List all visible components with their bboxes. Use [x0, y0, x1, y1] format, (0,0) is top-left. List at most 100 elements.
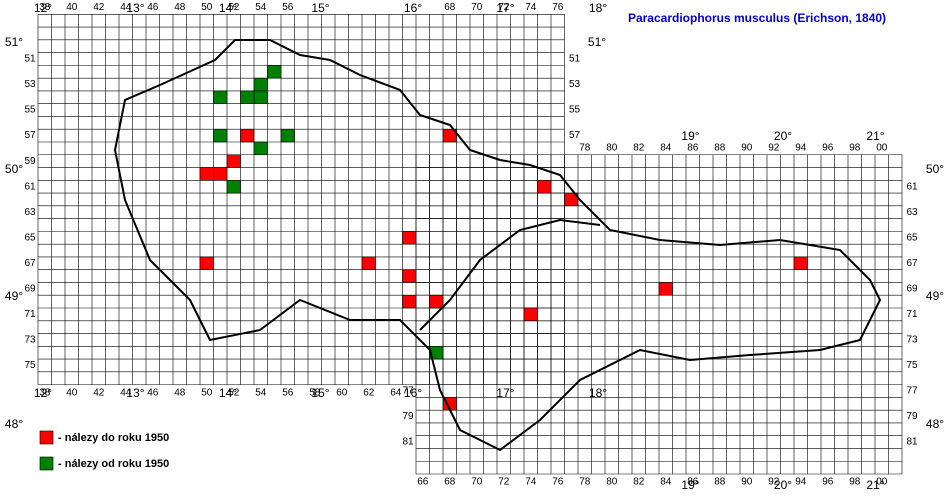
- longitude-label: 19°: [681, 478, 699, 492]
- latitude-label: 50°: [926, 162, 944, 176]
- records: [199, 65, 808, 411]
- row-label: 81: [906, 437, 918, 448]
- record: [199, 256, 214, 270]
- column-label: 46: [147, 2, 159, 13]
- record: [226, 180, 241, 194]
- column-label: 48: [174, 387, 186, 398]
- column-label: 96: [822, 477, 834, 488]
- row-label: 71: [906, 309, 918, 320]
- column-label: 92: [768, 142, 780, 153]
- column-label: 40: [66, 387, 78, 398]
- column-label: 86: [687, 142, 699, 153]
- row-label: 61: [906, 181, 918, 192]
- column-label: 44: [120, 387, 132, 398]
- column-label: 88: [714, 477, 726, 488]
- column-label: 84: [660, 477, 672, 488]
- row-label: 77: [906, 386, 918, 397]
- row-label: 69: [906, 283, 918, 294]
- row-label: 59: [24, 156, 36, 167]
- row-label: 71: [24, 309, 36, 320]
- longitude-label: 12°: [34, 1, 52, 15]
- column-label: 38: [39, 2, 51, 13]
- longitude-label: 18°: [589, 1, 607, 15]
- record: [658, 282, 673, 296]
- row-label: 57: [24, 130, 36, 141]
- record: [402, 269, 417, 283]
- column-label: 96: [822, 142, 834, 153]
- legend-swatch: [39, 430, 54, 445]
- column-label: 76: [552, 2, 564, 13]
- column-label: 40: [66, 2, 78, 13]
- row-label: 55: [24, 105, 36, 116]
- column-label: 80: [606, 142, 618, 153]
- row-label: 55: [569, 105, 581, 116]
- column-label: 68: [444, 477, 456, 488]
- column-label: 52: [228, 387, 240, 398]
- record: [213, 128, 228, 143]
- record: [429, 294, 444, 309]
- record: [213, 90, 228, 104]
- row-label: 57: [569, 130, 581, 141]
- column-label: 46: [147, 387, 159, 398]
- record: [564, 192, 579, 207]
- state-border: [419, 218, 601, 331]
- legend-label: - nálezy do roku 1950: [58, 432, 169, 444]
- row-label: 73: [906, 335, 918, 346]
- row-label: 65: [906, 232, 918, 243]
- latitude-label: 51°: [5, 35, 23, 49]
- column-label: 00: [876, 142, 888, 153]
- column-label: 48: [174, 2, 186, 13]
- column-label: 80: [606, 477, 618, 488]
- longitude-label: 15°: [311, 386, 329, 400]
- column-label: 76: [552, 477, 564, 488]
- record: [240, 128, 255, 143]
- latitude-label: 49°: [5, 289, 23, 303]
- column-label: 84: [660, 142, 672, 153]
- record: [267, 65, 282, 79]
- column-label: 38: [39, 387, 51, 398]
- column-label: 42: [93, 2, 105, 13]
- longitude-label: 13°: [126, 1, 144, 15]
- column-label: 58: [309, 387, 321, 398]
- record: [226, 154, 241, 168]
- row-label: 53: [569, 79, 581, 90]
- longitude-label: 21°: [866, 129, 884, 143]
- column-label: 62: [363, 387, 375, 398]
- longitude-label: 16°: [404, 1, 422, 15]
- column-label: 74: [525, 477, 537, 488]
- column-label: 44: [120, 2, 132, 13]
- longitude-label: 19°: [681, 129, 699, 143]
- record: [402, 294, 417, 309]
- column-label: 86: [687, 477, 699, 488]
- longitude-label: 21°: [866, 478, 884, 492]
- title: Paracardiophorus musculus (Erichson, 184…: [628, 11, 886, 25]
- column-label: 70: [471, 477, 483, 488]
- column-label: 78: [579, 142, 591, 153]
- column-label: 94: [795, 142, 807, 153]
- column-label: 50: [201, 2, 213, 13]
- longitude-label: 18°: [589, 386, 607, 400]
- column-label: 88: [714, 142, 726, 153]
- longitude-label: 12°: [34, 386, 52, 400]
- column-label: 56: [282, 387, 294, 398]
- legend-label: - nálezy od roku 1950: [58, 458, 169, 470]
- record: [429, 346, 444, 360]
- record: [213, 167, 228, 181]
- longitude-label: 15°: [311, 1, 329, 15]
- latitude-label: 48°: [926, 417, 944, 431]
- row-label: 73: [24, 335, 36, 346]
- grid: [37, 13, 903, 475]
- row-label: 75: [24, 360, 36, 371]
- record: [280, 128, 295, 143]
- column-label: 56: [282, 2, 294, 13]
- column-label: 74: [525, 2, 537, 13]
- column-label: 94: [795, 477, 807, 488]
- latitude-label: 49°: [926, 289, 944, 303]
- column-label: 70: [471, 2, 483, 13]
- longitude-label: 20°: [774, 478, 792, 492]
- column-label: 82: [633, 142, 645, 153]
- column-label: 98: [849, 142, 861, 153]
- column-label: 64: [390, 387, 402, 398]
- column-label: 42: [93, 387, 105, 398]
